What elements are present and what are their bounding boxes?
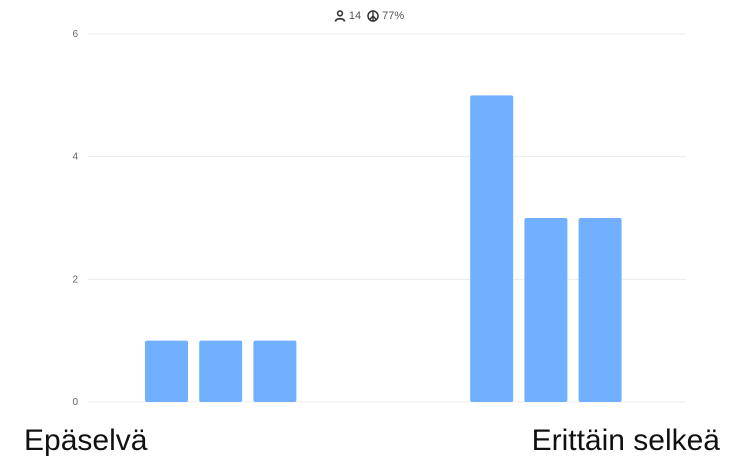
bar-7[interactable] [470, 95, 514, 402]
response-stats: 14 77% [0, 10, 738, 22]
bar-3[interactable] [253, 340, 297, 402]
scale-label-high: Erittäin selkeä [531, 424, 720, 457]
y-tick-label: 4 [72, 152, 78, 163]
bar-1[interactable] [145, 340, 188, 402]
y-tick-label: 0 [72, 397, 78, 408]
percent-value: 77% [382, 10, 405, 22]
y-tick-label: 2 [72, 274, 78, 285]
bar-9[interactable] [578, 218, 622, 402]
peace-icon [367, 10, 379, 22]
percent-stat: 77% [367, 10, 404, 22]
y-tick-label: 6 [72, 29, 78, 40]
bar-2[interactable] [199, 340, 243, 402]
person-icon [334, 10, 346, 22]
respondents-count: 14 [348, 10, 362, 22]
bar-8[interactable] [524, 218, 568, 402]
respondents-stat: 14 [334, 10, 361, 22]
scale-label-low: Epäselvä [24, 424, 148, 457]
